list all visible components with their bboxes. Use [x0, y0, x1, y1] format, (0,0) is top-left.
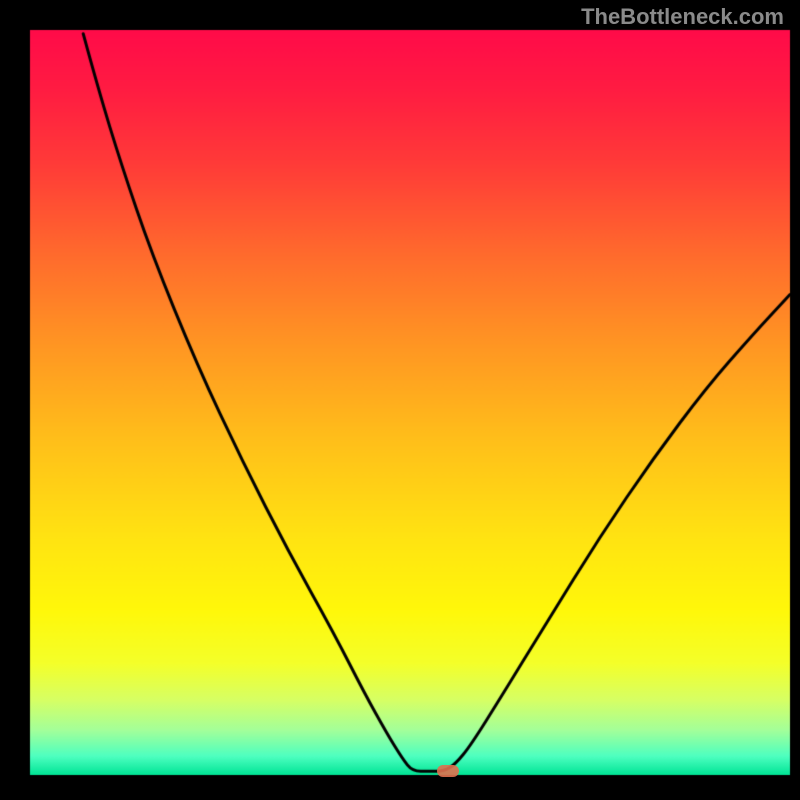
- chart-container: TheBottleneck.com: [0, 0, 800, 800]
- bottleneck-curve: [0, 0, 800, 800]
